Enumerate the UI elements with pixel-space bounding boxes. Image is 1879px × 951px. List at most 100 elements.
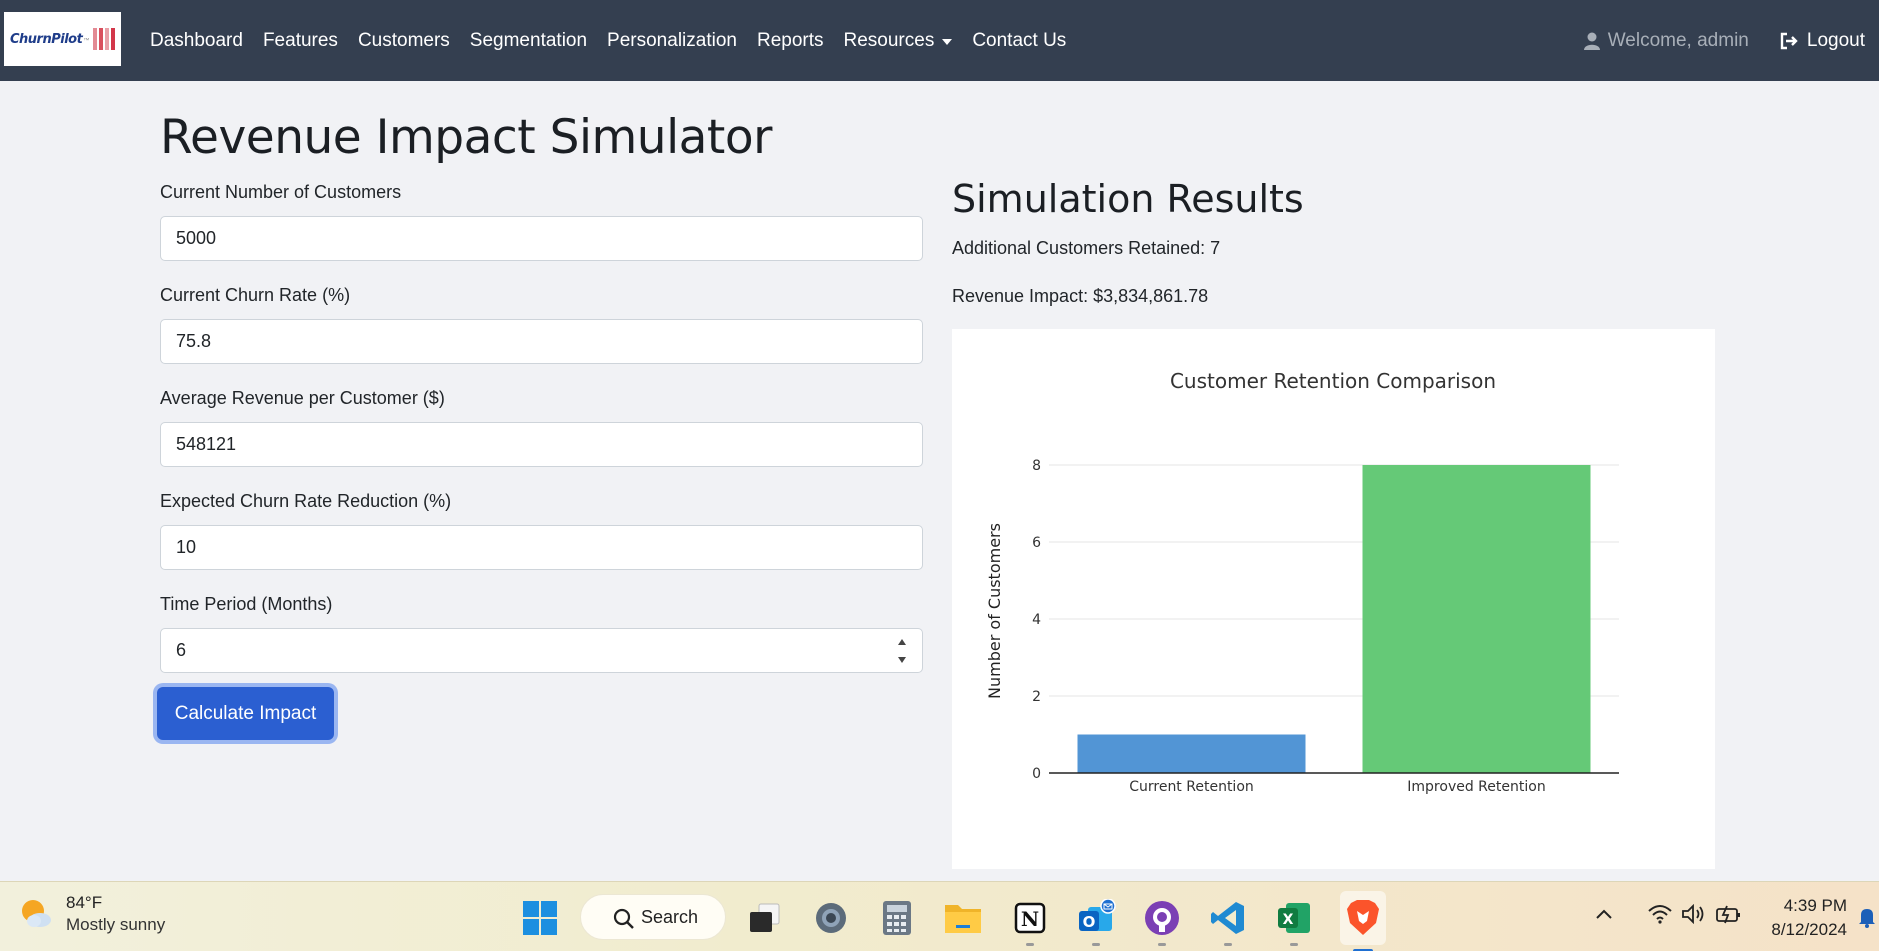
- taskbar-github[interactable]: [1142, 898, 1182, 946]
- nav-features[interactable]: Features: [262, 29, 338, 51]
- gear-icon: [816, 903, 846, 933]
- field-time-period: Time Period (Months) 6: [160, 592, 923, 695]
- svg-text:N: N: [1021, 907, 1039, 931]
- running-indicator: [1158, 943, 1166, 946]
- churn-rate-input[interactable]: 75.8: [160, 319, 923, 364]
- calculate-impact-button[interactable]: Calculate Impact: [157, 687, 334, 740]
- chart-y-tick-label: 4: [1032, 612, 1041, 628]
- chart-y-ticks: 0 2 4 6 8: [1032, 458, 1041, 782]
- spinner-down-icon[interactable]: [898, 657, 906, 663]
- nav-links: Dashboard Features Customers Segmentatio…: [140, 0, 1076, 81]
- churn-reduction-input[interactable]: 10: [160, 525, 923, 570]
- time-period-input[interactable]: 6: [160, 628, 923, 673]
- chart-bars: [1077, 465, 1591, 774]
- taskbar-brave-active[interactable]: [1340, 891, 1386, 951]
- brave-lion-icon: [1347, 900, 1379, 935]
- active-window-indicator: [1353, 949, 1373, 951]
- taskbar-file-explorer[interactable]: [943, 898, 983, 938]
- taskbar-excel[interactable]: X: [1274, 898, 1314, 946]
- chart-y-tick-label: 6: [1032, 535, 1041, 551]
- nav-resources-label: Resources: [843, 29, 935, 51]
- time-period-label: Time Period (Months): [160, 594, 333, 614]
- sun-cloud-icon: [22, 900, 51, 927]
- start-button[interactable]: [520, 898, 560, 938]
- chart-y-tick-label: 2: [1032, 689, 1041, 705]
- avg-revenue-label: Average Revenue per Customer ($): [160, 388, 445, 408]
- weather-description: Mostly sunny: [66, 915, 166, 934]
- customers-label: Current Number of Customers: [160, 182, 402, 202]
- weather-temperature: 84°F: [66, 893, 103, 912]
- battery-icon[interactable]: [1715, 904, 1741, 924]
- field-customers: Current Number of Customers 5000: [160, 180, 923, 283]
- taskbar-outlook[interactable]: O: [1076, 898, 1116, 946]
- nav-personalization[interactable]: Personalization: [607, 29, 737, 51]
- field-churn-reduction: Expected Churn Rate Reduction (%) 10: [160, 489, 923, 592]
- revenue-impact-text: Revenue Impact: $3,834,861.78: [952, 286, 1209, 306]
- churn-rate-label: Current Churn Rate (%): [160, 285, 351, 305]
- retention-chart-svg: Customer Retention Comparison Number of …: [985, 369, 1619, 795]
- nav-contact-us[interactable]: Contact Us: [972, 29, 1067, 51]
- clock-time: 4:39 PM: [1783, 896, 1847, 915]
- page-title: Revenue Impact Simulator: [160, 110, 772, 165]
- retention-chart: Customer Retention Comparison Number of …: [952, 329, 1715, 869]
- brand-logo[interactable]: ChurnPilot ™: [4, 12, 121, 66]
- simulator-form: Current Number of Customers 5000 Current…: [160, 180, 923, 695]
- caret-down-icon: [942, 38, 953, 45]
- wifi-icon[interactable]: [1647, 904, 1673, 924]
- nav-reports[interactable]: Reports: [756, 29, 824, 51]
- avg-revenue-input[interactable]: 548121: [160, 422, 923, 467]
- volume-icon[interactable]: [1681, 904, 1705, 924]
- folder-icon: [945, 905, 981, 933]
- vscode-icon: [1211, 902, 1244, 934]
- github-icon: [1145, 901, 1179, 935]
- svg-text:O: O: [1083, 913, 1096, 931]
- chart-bar-improved-retention[interactable]: [1362, 465, 1591, 773]
- outlook-icon: O: [1079, 899, 1116, 931]
- logout-link[interactable]: Logout: [1779, 30, 1865, 52]
- taskbar-settings[interactable]: [811, 898, 851, 938]
- welcome-user[interactable]: Welcome, admin: [1583, 29, 1749, 52]
- nav-dashboard[interactable]: Dashboard: [150, 29, 243, 51]
- nav-user-area: Welcome, admin Logout: [1583, 0, 1879, 81]
- churn-reduction-label: Expected Churn Rate Reduction (%): [160, 491, 452, 511]
- windows-logo-icon: [523, 901, 557, 935]
- taskbar-notion[interactable]: N: [1010, 898, 1050, 946]
- running-indicator: [1290, 943, 1298, 946]
- nav-customers[interactable]: Customers: [357, 29, 450, 51]
- spinner-up-icon[interactable]: [898, 639, 906, 645]
- windows-taskbar: 84°F Mostly sunny Search N O: [0, 881, 1879, 951]
- calculator-icon: [883, 901, 911, 935]
- chart-y-tick-label: 8: [1032, 458, 1041, 474]
- running-indicator: [1026, 943, 1034, 946]
- chart-bar-current-retention[interactable]: [1077, 734, 1306, 774]
- taskbar-calculator[interactable]: [877, 898, 917, 938]
- chart-x-ticks: Current Retention Improved Retention: [1129, 779, 1545, 795]
- chart-y-tick-label: 0: [1032, 766, 1041, 782]
- taskbar-vscode[interactable]: [1208, 898, 1248, 946]
- excel-icon: X: [1278, 903, 1310, 933]
- weather-widget[interactable]: 84°F Mostly sunny: [18, 893, 165, 935]
- running-indicator: [1224, 943, 1232, 946]
- nav-segmentation[interactable]: Segmentation: [469, 29, 588, 51]
- search-label: Search: [641, 906, 699, 927]
- chevron-up-icon[interactable]: [1595, 908, 1613, 920]
- customers-retained-text: Additional Customers Retained: 7: [952, 238, 1221, 258]
- chart-x-tick-label: Improved Retention: [1407, 779, 1545, 795]
- taskbar-search[interactable]: Search: [580, 894, 726, 940]
- task-view-icon: [750, 903, 780, 932]
- taskbar-clock[interactable]: 4:39 PM 8/12/2024: [1771, 894, 1847, 942]
- nav-resources-dropdown[interactable]: Resources: [834, 30, 963, 52]
- notion-icon: N: [1014, 902, 1046, 934]
- notification-bell-icon[interactable]: [1857, 906, 1877, 928]
- welcome-text: Welcome, admin: [1607, 29, 1749, 51]
- logout-text: Logout: [1806, 29, 1865, 51]
- chart-title: Customer Retention Comparison: [1170, 369, 1496, 393]
- task-view-button[interactable]: [745, 898, 785, 938]
- field-avg-revenue: Average Revenue per Customer ($) 548121: [160, 386, 923, 489]
- brand-bars-icon: [93, 28, 116, 50]
- svg-text:X: X: [1283, 912, 1294, 928]
- search-icon: [613, 908, 634, 929]
- number-spinner[interactable]: [896, 639, 908, 663]
- customers-input[interactable]: 5000: [160, 216, 923, 261]
- chart-x-tick-label: Current Retention: [1129, 779, 1254, 795]
